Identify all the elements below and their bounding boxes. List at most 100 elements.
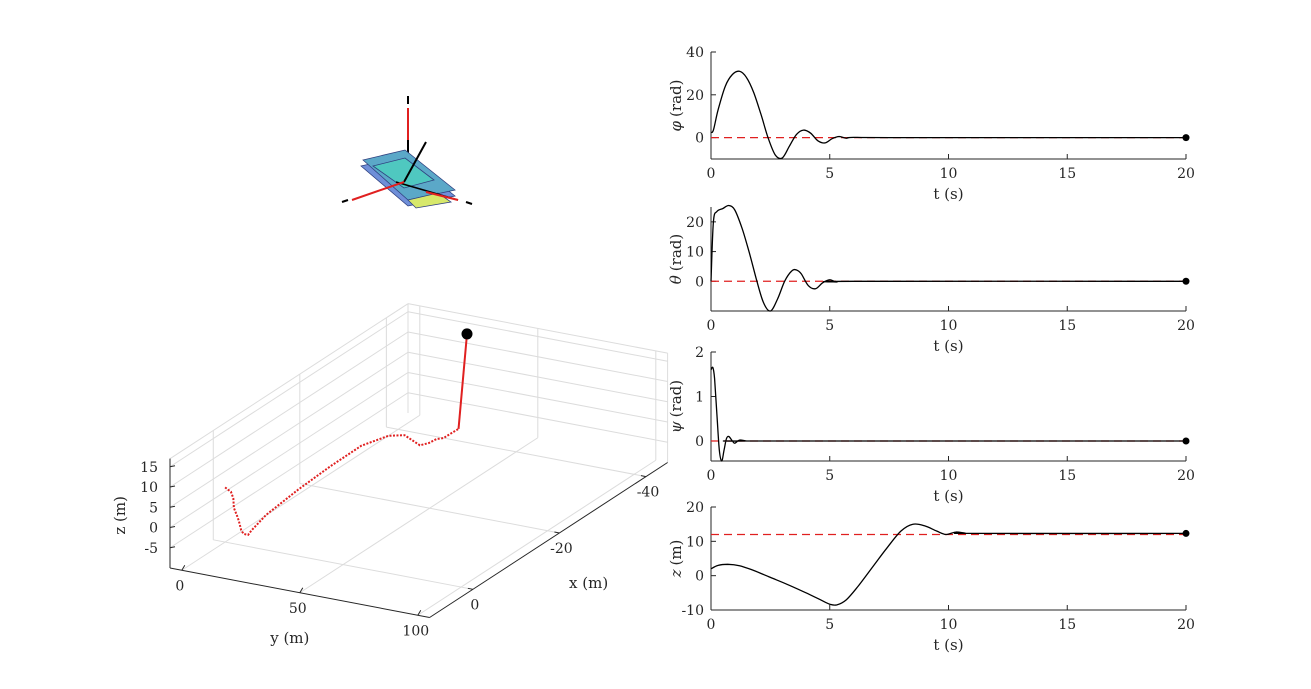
z-tick-label-3d: -5 [144, 541, 158, 557]
y-tick-3d [417, 609, 422, 616]
y-tick-3d [181, 564, 186, 571]
x-axis-label-z: t (s) [933, 636, 963, 654]
y-tick-label-theta: 0 [695, 274, 704, 290]
grid-line-3d [169, 311, 409, 468]
x-tick-label-phi: 20 [1177, 166, 1195, 182]
x-tick-3d [467, 587, 473, 590]
x-tick-3d [640, 475, 647, 478]
x-axis-label-theta: t (s) [933, 337, 963, 355]
z-tick-label-3d: 0 [149, 521, 158, 537]
x-tick-label-psi: 0 [707, 468, 716, 484]
y-axis-label-psi: ψ (rad) [667, 380, 685, 433]
y-axis-unit-theta: (rad) [667, 234, 685, 271]
end-point-psi [1182, 437, 1190, 445]
z-axis-label-3d: z (m) [111, 496, 129, 535]
y-axis-label-phi: φ (rad) [667, 80, 685, 132]
x-tick-label-z: 5 [825, 617, 834, 633]
quad-axis-tilt [403, 141, 427, 183]
grid-line-3d [169, 392, 409, 549]
y-tick-label-phi: 0 [695, 131, 704, 147]
x-tick-label-psi: 15 [1058, 468, 1076, 484]
x-tick-label-3d: -40 [637, 485, 660, 501]
x-tick-label-3d: -20 [550, 541, 573, 557]
x-tick-label-theta: 0 [707, 318, 716, 334]
trajectory-final-leg-3d [457, 333, 468, 429]
quad-arm-red-left [351, 181, 405, 201]
y-tick-label-3d: 0 [175, 578, 184, 594]
y-tick-label-phi: 20 [686, 88, 704, 104]
grid-line-3d [169, 331, 409, 488]
z-tick-label-3d: 10 [140, 480, 158, 496]
grid-line-3d [169, 372, 409, 528]
quadcopter-model [341, 96, 473, 209]
z-tick-3d [169, 546, 176, 549]
y-axis-unit-psi: (rad) [667, 380, 685, 417]
grid-line-3d [417, 459, 657, 616]
y-tick-label-theta: 10 [686, 245, 704, 261]
y-tick-label-z: 20 [686, 500, 704, 516]
x-tick-label-theta: 10 [940, 318, 958, 334]
y-tick-label-z: 0 [695, 569, 704, 585]
x-tick-label-z: 0 [707, 617, 716, 633]
z-tick-3d [169, 505, 176, 508]
y-tick-label-3d: 50 [289, 601, 307, 617]
y-axis-label-3d: y (m) [269, 629, 309, 647]
x-tick-label-z: 15 [1058, 617, 1076, 633]
grid-line-3d [169, 303, 409, 460]
marks-layer [169, 51, 1190, 618]
y-axis-symbol-z: z [667, 569, 685, 578]
z-tick-label-3d: 5 [149, 500, 158, 516]
y-axis-symbol-psi: ψ [667, 421, 685, 433]
y-tick-label-z: -10 [681, 603, 704, 619]
grid-line-3d [181, 414, 421, 571]
x-tick-label-theta: 5 [825, 318, 834, 334]
quad-arm-yellow [407, 192, 453, 209]
grid-line-3d [213, 539, 473, 590]
x-tick-label-psi: 10 [940, 468, 958, 484]
y-axis-unit-z: (m) [667, 540, 685, 566]
quad-body-center [372, 157, 435, 189]
end-point-theta [1182, 277, 1190, 285]
x-tick-label-theta: 20 [1177, 318, 1195, 334]
x-axis-label-phi: t (s) [933, 185, 963, 203]
x-axis-label-psi: t (s) [933, 487, 963, 505]
y-axis-label-z: z (m) [667, 540, 685, 579]
y-axis-symbol-phi: φ [667, 120, 685, 131]
y-tick-label-z: 10 [686, 534, 704, 550]
grid-line-3d [407, 303, 668, 354]
z-tick-3d [169, 465, 176, 468]
x-tick-label-psi: 20 [1177, 468, 1195, 484]
x-tick-label-psi: 5 [825, 468, 834, 484]
y-axis-label-theta: θ (rad) [667, 234, 685, 284]
y-tick-label-theta: 20 [686, 215, 704, 231]
x-tick-label-phi: 15 [1058, 166, 1076, 182]
y-tick-3d [299, 587, 304, 594]
x-axis-3d [429, 462, 668, 618]
z-tick-3d [169, 485, 176, 488]
x-tick-label-3d: 0 [470, 597, 479, 613]
y-tick-label-psi: 0 [695, 434, 704, 450]
end-point-z [1182, 529, 1190, 537]
series-line-psi [710, 366, 1186, 462]
quad-axis-tip-left [341, 199, 349, 203]
x-tick-label-phi: 5 [825, 166, 834, 182]
y-tick-label-psi: 1 [695, 389, 704, 405]
x-axis-label-3d: x (m) [569, 574, 608, 592]
y-axis-unit-phi: (rad) [667, 80, 685, 117]
y-tick-label-3d: 100 [402, 623, 429, 639]
grid-line-3d [299, 437, 539, 594]
series-line-z [710, 523, 1187, 606]
x-tick-label-phi: 10 [940, 166, 958, 182]
y-tick-label-psi: 2 [695, 345, 704, 361]
grid-line-3d [299, 482, 560, 534]
quad-arm-red-right [425, 191, 459, 201]
x-tick-3d [554, 531, 560, 534]
trajectory-path-3d [224, 428, 460, 537]
grid-layer [169, 303, 669, 616]
z-tick-label-3d: 15 [140, 460, 158, 476]
grid-line-3d [386, 426, 647, 478]
quad-axis-tip-right [465, 201, 473, 205]
z-tick-3d [169, 526, 176, 528]
